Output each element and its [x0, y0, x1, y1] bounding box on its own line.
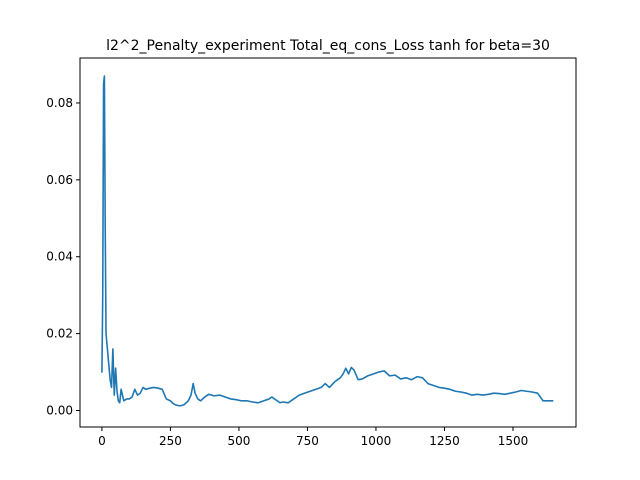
axes-frame [79, 57, 577, 428]
x-tick-label: 1000 [361, 434, 392, 448]
x-tick-label: 500 [227, 434, 250, 448]
y-tick-label: 0.00 [46, 403, 73, 417]
series-line [101, 75, 554, 407]
x-tick-label: 0 [98, 434, 106, 448]
x-tick-label: 750 [296, 434, 319, 448]
y-tick-label: 0.04 [46, 250, 73, 264]
x-tick-label: 250 [159, 434, 182, 448]
series-layer [101, 75, 554, 407]
chart-title: l2^2_Penalty_experiment Total_eq_cons_Lo… [106, 38, 550, 54]
x-tick-label: 1250 [429, 434, 460, 448]
y-tick-label: 0.02 [46, 327, 73, 341]
y-tick-label: 0.06 [46, 173, 73, 187]
x-axis: 0 250 500 750 1000 1250 1500 [98, 427, 528, 448]
y-tick-label: 0.08 [46, 96, 73, 110]
y-axis: 0.00 0.02 0.04 0.06 0.08 [46, 96, 80, 417]
x-tick-label: 1500 [498, 434, 529, 448]
